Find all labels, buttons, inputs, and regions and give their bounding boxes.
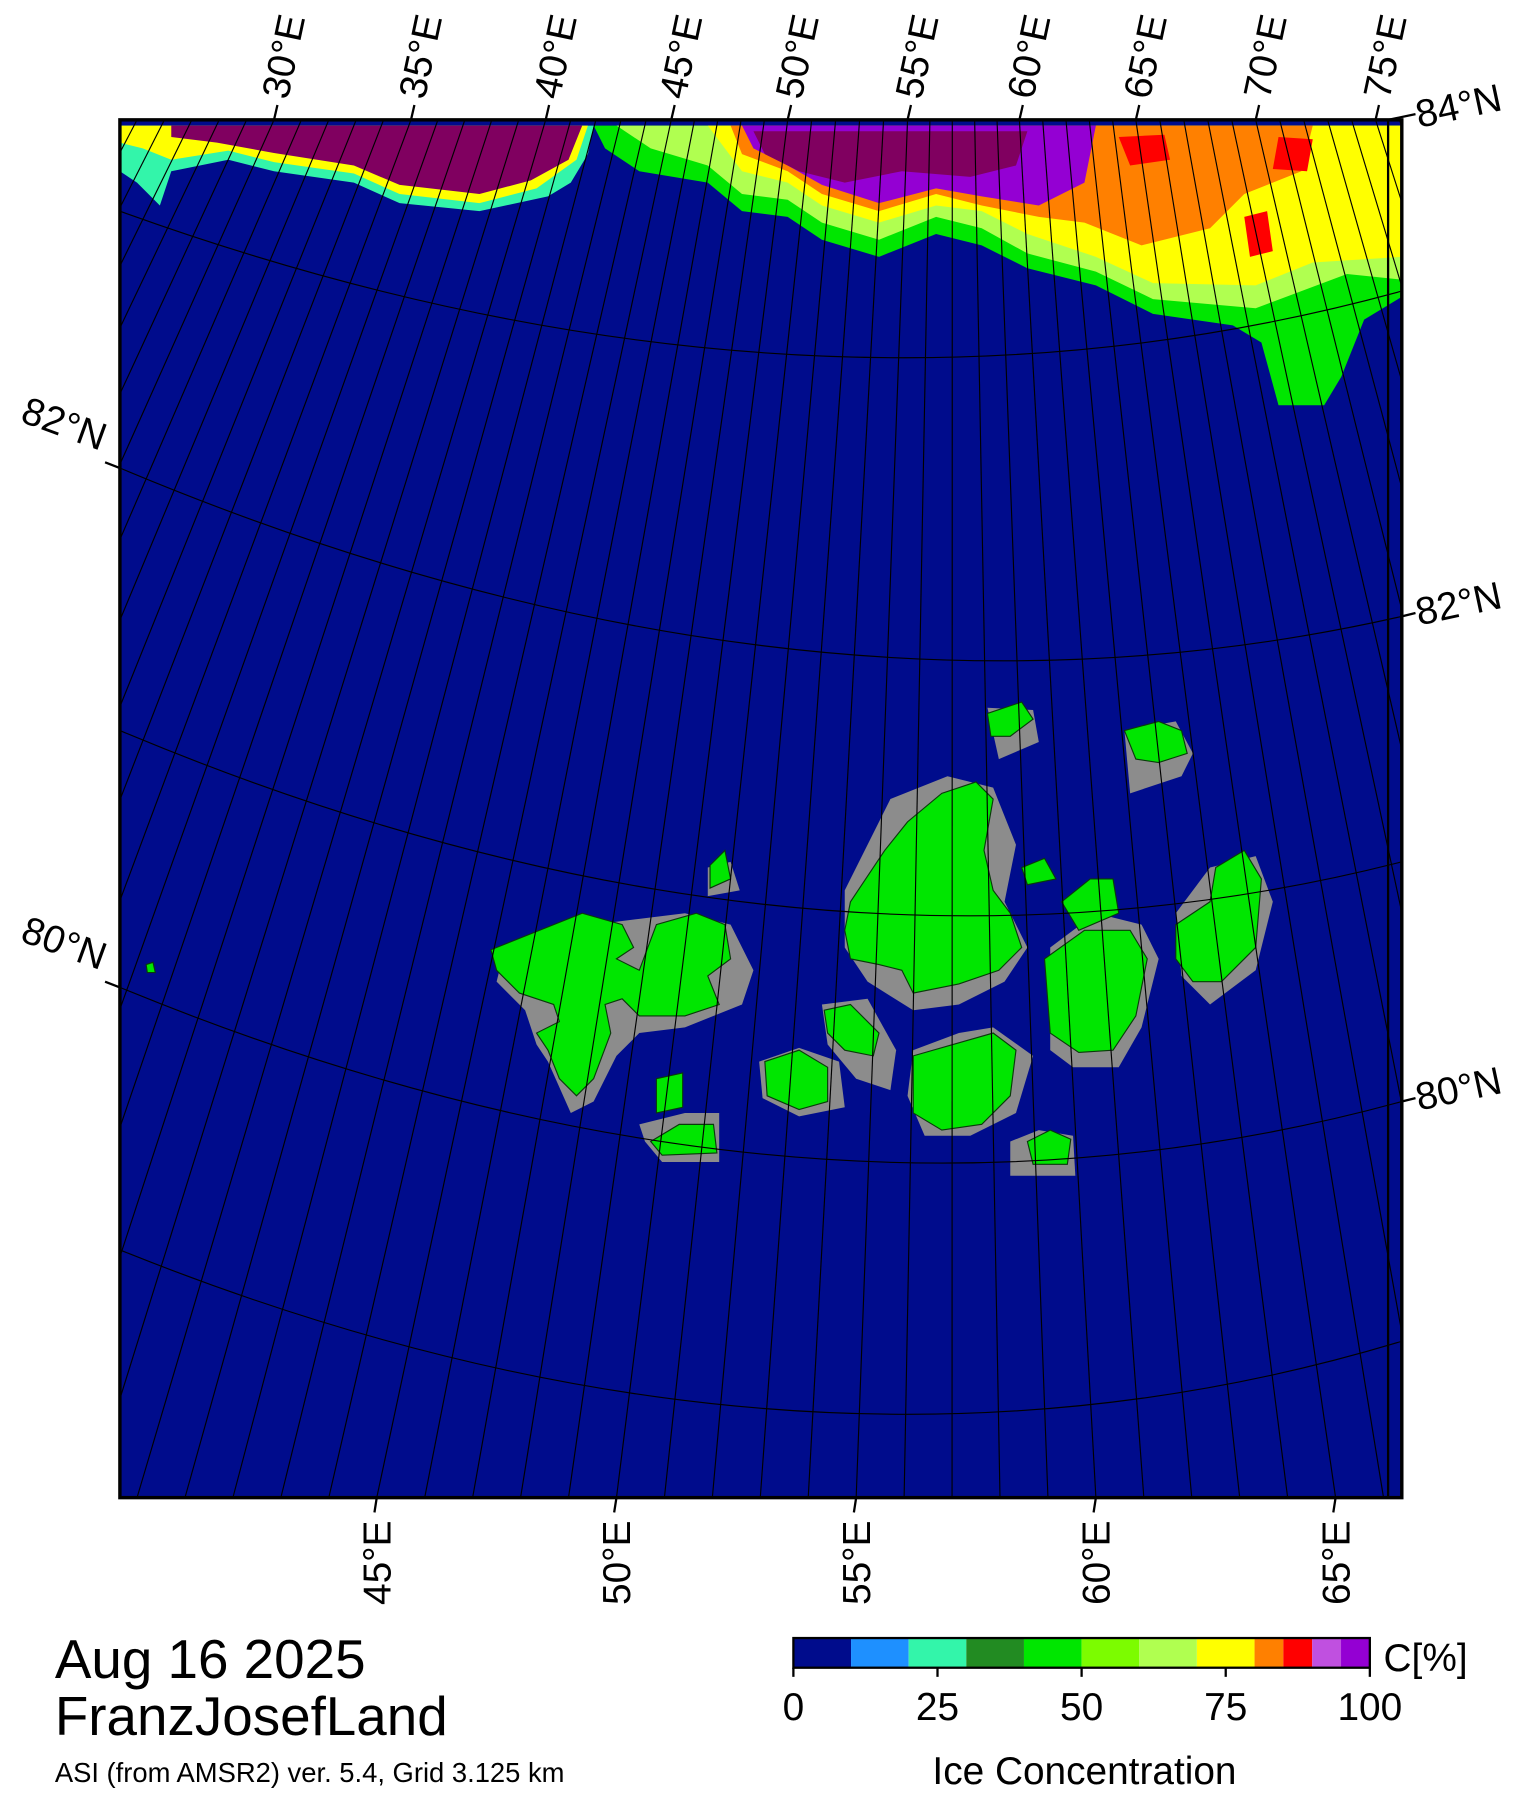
tick xyxy=(1402,613,1416,616)
lon-label: 60°E xyxy=(1000,11,1060,103)
region: FranzJosefLand xyxy=(55,1685,448,1747)
tick xyxy=(671,105,674,120)
colorbar-tick-label: 25 xyxy=(916,1686,959,1729)
tick xyxy=(788,105,791,120)
source: ASI (from AMSR2) ver. 5.4, Grid 3.125 km xyxy=(55,1757,565,1788)
meridian xyxy=(0,120,137,1498)
tick xyxy=(274,105,277,120)
lon-label: 45°E xyxy=(356,1520,399,1605)
lon-label: 30°E xyxy=(254,11,314,103)
ocean xyxy=(120,120,1402,1498)
tick xyxy=(1333,1498,1335,1513)
meridian xyxy=(0,120,110,1498)
meridian xyxy=(0,120,27,1498)
tick xyxy=(1256,105,1259,120)
colorbar-swatch xyxy=(1197,1638,1255,1668)
lat-label: 82°N xyxy=(1412,574,1506,634)
meridian xyxy=(1400,120,1516,1498)
date: Aug 16 2025 xyxy=(55,1628,366,1690)
lon-label: 60°E xyxy=(1076,1520,1119,1605)
colorbar-swatch xyxy=(1082,1638,1140,1668)
colorbar-label: Ice Concentration xyxy=(932,1750,1236,1791)
colorbar-swatch xyxy=(1139,1638,1197,1668)
lon-label: 55°E xyxy=(836,1520,879,1605)
meridian xyxy=(0,120,55,1498)
colorbar-swatch xyxy=(1024,1638,1082,1668)
colorbar-swatch xyxy=(1341,1638,1370,1668)
tick xyxy=(854,1498,856,1513)
colorbar-swatch xyxy=(966,1638,1024,1668)
lon-label: 70°E xyxy=(1236,11,1296,103)
lon-label: 50°E xyxy=(596,1520,639,1605)
meridian xyxy=(1423,120,1516,1498)
meridian xyxy=(0,120,82,1498)
colorbar-tick-label: 75 xyxy=(1204,1686,1247,1729)
tick xyxy=(908,105,911,120)
tick xyxy=(411,105,414,120)
colorbar-swatch xyxy=(851,1638,909,1668)
colorbar-swatch xyxy=(1255,1638,1284,1668)
meridian xyxy=(1495,120,1516,1498)
colorbar-unit: C[%] xyxy=(1384,1637,1468,1680)
lat-label: 84°N xyxy=(1412,77,1506,137)
colorbar-tick-label: 0 xyxy=(783,1686,805,1729)
lon-label: 65°E xyxy=(1116,11,1176,103)
tick xyxy=(1376,105,1379,120)
meridian xyxy=(1447,120,1516,1498)
meridian xyxy=(1471,120,1516,1498)
lon-label: 45°E xyxy=(652,11,712,103)
colorbar-swatch xyxy=(1283,1638,1312,1668)
lon-label: 50°E xyxy=(768,11,828,103)
lat-label: 80°N xyxy=(16,909,112,979)
colorbar-swatch xyxy=(909,1638,967,1668)
colorbar-swatch xyxy=(1312,1638,1341,1668)
lat-label: 80°N xyxy=(1412,1059,1506,1119)
lat-label: 82°N xyxy=(16,389,112,459)
colorbar-tick-label: 100 xyxy=(1337,1686,1402,1729)
lon-label: 65°E xyxy=(1315,1520,1358,1605)
tick xyxy=(1094,1498,1096,1513)
colorbar: 0 25 50 75 100 xyxy=(783,1638,1403,1729)
lon-label: 35°E xyxy=(391,11,451,103)
tick xyxy=(1402,1098,1416,1101)
lon-label: 55°E xyxy=(888,11,948,103)
tick xyxy=(546,105,549,120)
tick xyxy=(614,1498,616,1513)
tick xyxy=(1136,105,1139,120)
lon-label: 75°E xyxy=(1356,11,1416,103)
tick xyxy=(374,1498,376,1513)
tick xyxy=(105,462,120,468)
lon-label: 40°E xyxy=(526,11,586,103)
colorbar-tick-label: 50 xyxy=(1060,1686,1103,1729)
colorbar-swatch xyxy=(793,1638,851,1668)
tick xyxy=(1019,105,1022,120)
tick xyxy=(105,982,120,988)
